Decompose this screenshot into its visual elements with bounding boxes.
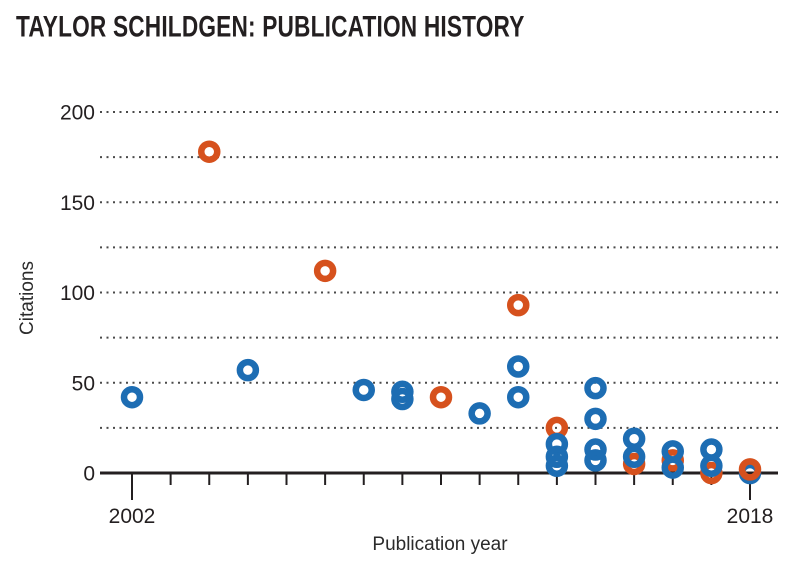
- x-tick-label: 2002: [109, 505, 156, 528]
- data-point-blue: [507, 355, 530, 378]
- data-point-blue: [352, 378, 375, 402]
- data-point-blue: [545, 445, 569, 469]
- chart-title: TAYLOR SCHILDGEN: PUBLICATION HISTORY: [16, 10, 525, 44]
- y-tick-label: 150: [60, 192, 95, 215]
- data-point-blue: [236, 358, 260, 382]
- data-point-blue: [545, 454, 569, 478]
- y-tick-label: 100: [60, 282, 95, 305]
- x-tick-label: 2018: [727, 505, 774, 528]
- data-point-blue: [584, 438, 607, 461]
- data-point-blue: [584, 376, 607, 400]
- data-point-orange: [507, 293, 530, 317]
- y-tick-label: 200: [60, 102, 95, 125]
- data-point-blue: [622, 427, 646, 450]
- data-point-orange: [198, 140, 221, 163]
- data-point-blue: [622, 445, 646, 469]
- y-tick-label: 0: [83, 463, 95, 486]
- data-point-blue: [120, 385, 144, 409]
- data-point-blue: [584, 407, 607, 431]
- y-tick-label: 50: [72, 372, 95, 395]
- data-point-blue: [584, 449, 607, 472]
- data-point-blue: [545, 432, 569, 456]
- x-axis-title: Publication year: [372, 534, 508, 555]
- data-point-orange: [429, 385, 453, 409]
- data-point-blue: [661, 456, 684, 479]
- data-point-blue: [700, 454, 723, 478]
- data-point-blue: [507, 385, 530, 409]
- data-point-orange: [738, 458, 762, 481]
- data-point-orange: [313, 259, 337, 283]
- data-point-blue: [391, 387, 414, 411]
- data-point-blue: [468, 402, 491, 425]
